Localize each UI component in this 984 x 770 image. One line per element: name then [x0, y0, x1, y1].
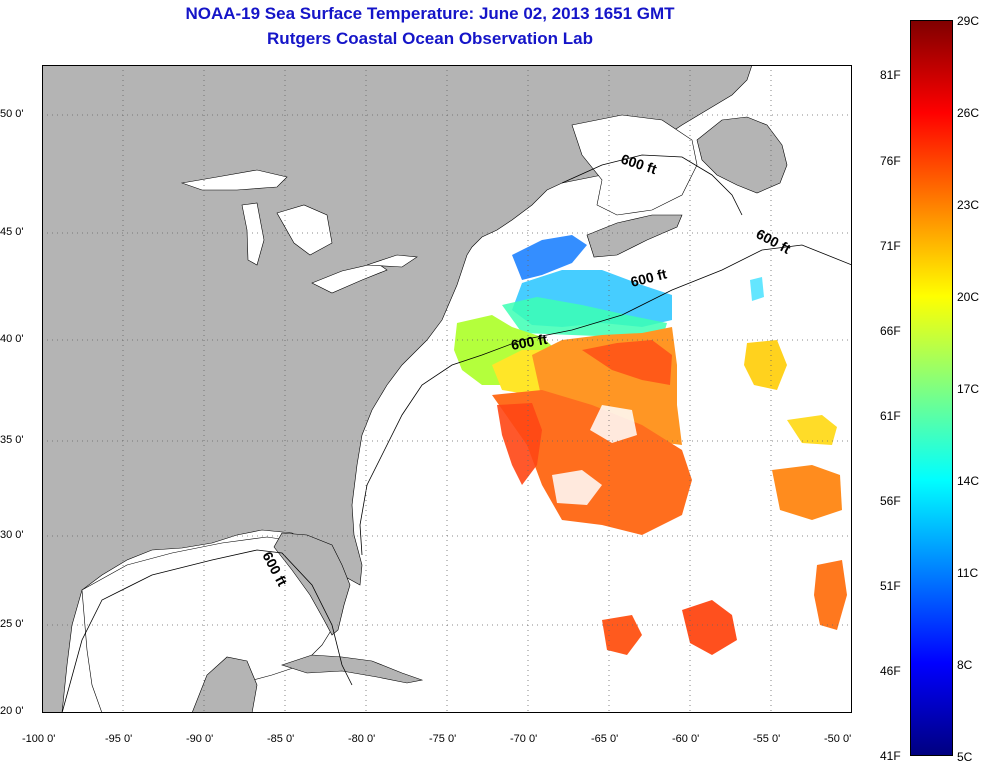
lon-tick-label: -75 0' [429, 733, 457, 745]
lat-tick-label: 20 0' [0, 705, 24, 717]
contour-label: 600 ft [510, 331, 549, 353]
colorbar-label-c: 11C [957, 566, 979, 580]
colorbar-label-c: 29C [957, 14, 980, 28]
lat-tick-label: 50 0' [0, 108, 24, 120]
gulf-st-lawrence [571, 114, 698, 216]
colorbar-label-c: 8C [957, 658, 973, 672]
colorbar-label-c: 23C [957, 198, 980, 212]
map-grid [42, 65, 852, 713]
gulf-of-mexico [81, 536, 348, 713]
lon-tick-label: -100 0' [22, 733, 56, 745]
lat-tick-label: 35 0' [0, 434, 24, 446]
colorbar-label-c: 5C [957, 750, 973, 764]
lon-tick-label: -90 0' [186, 733, 214, 745]
colorbar-label-c: 26C [957, 106, 980, 120]
land-yucatan [191, 656, 258, 713]
land-nova-scotia [586, 214, 683, 258]
great-lakes [180, 169, 418, 294]
lon-tick-label: -85 0' [267, 733, 295, 745]
colorbar-label-f: 46F [880, 664, 901, 678]
colorbar-label-c: 17C [957, 382, 980, 396]
colorbar-label-f: 66F [880, 324, 901, 338]
colorbar-label-f: 76F [880, 154, 901, 168]
lon-tick-label: -65 0' [591, 733, 619, 745]
colorbar-label-f: 51F [880, 579, 901, 593]
sst-data-layer [454, 235, 847, 655]
colorbar-label-f: 71F [880, 239, 901, 253]
sst-map: 600 ft 600 ft 600 ft 600 ft 600 ft [42, 65, 852, 713]
lon-tick-label: -95 0' [105, 733, 133, 745]
lat-tick-label: 40 0' [0, 333, 24, 345]
land-newfoundland [696, 116, 788, 194]
map-frame [42, 65, 852, 713]
land-florida [273, 532, 351, 636]
lon-tick-label: -50 0' [824, 733, 852, 745]
lon-tick-label: -55 0' [753, 733, 781, 745]
lon-tick-label: -70 0' [510, 733, 538, 745]
chart-title: NOAA-19 Sea Surface Temperature: June 02… [185, 4, 675, 23]
lon-tick-label: -80 0' [348, 733, 376, 745]
colorbar-label-c: 20C [957, 290, 980, 304]
colorbar-label-c: 14C [957, 474, 980, 488]
colorbar-label-f: 56F [880, 494, 901, 508]
colorbar-label-f: 61F [880, 409, 901, 423]
temperature-colorbar [910, 20, 953, 756]
lat-tick-label: 25 0' [0, 618, 24, 630]
colorbar-label-f: 41F [880, 749, 901, 763]
land-cuba [281, 654, 424, 684]
lat-tick-label: 45 0' [0, 226, 24, 238]
colorbar-label-f: 81F [880, 68, 901, 82]
lon-tick-label: -60 0' [672, 733, 700, 745]
chart-subtitle: Rutgers Coastal Ocean Observation Lab [267, 29, 593, 48]
depth-contour-600ft [61, 154, 852, 713]
lat-tick-label: 30 0' [0, 529, 24, 541]
